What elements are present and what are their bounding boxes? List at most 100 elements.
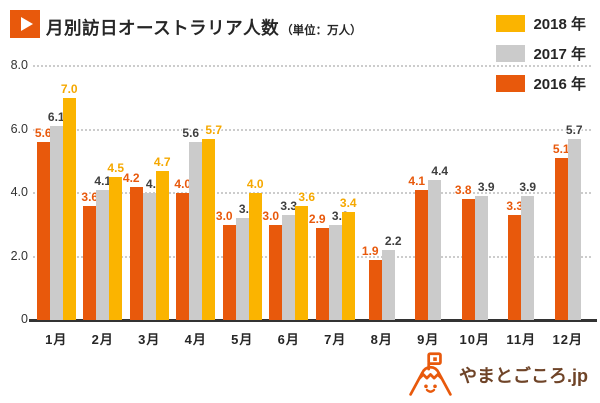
x-axis-tick-6月: 6月 — [277, 332, 300, 347]
bar-chart-plot-area: 5.6 6.1 7.0 3.6 4.1 4.5 4.2 4.0 4.7 4.0 5.6 5.7 3.0 3… — [29, 65, 597, 322]
bar-2016年-8月 — [368, 259, 382, 320]
value-label-2016年-5月: 3.0 — [215, 208, 233, 223]
value-label-2016年-10月: 3.8 — [454, 183, 472, 198]
value-label-2016年-11月: 3.3 — [506, 199, 524, 214]
play-icon — [10, 10, 40, 38]
bar-2016年-2月 — [83, 205, 97, 320]
value-label-2017年-10月: 3.9 — [477, 180, 495, 195]
y-axis-tick-8.0: 8.0 — [10, 58, 28, 72]
legend-label: 2016 年 — [533, 75, 586, 93]
bar-2017年-5月 — [235, 218, 249, 320]
bar-2018年-6月 — [295, 205, 309, 320]
legend-swatch — [496, 44, 526, 62]
bar-2016年-4月 — [176, 193, 190, 320]
bar-2017年-10月 — [474, 196, 488, 320]
x-axis-tick-8月: 8月 — [370, 332, 393, 347]
bar-2016年-5月 — [222, 224, 236, 320]
value-label-2016年-6月: 3.0 — [262, 208, 280, 223]
chart-title: 月別訪日オーストラリア人数 — [46, 18, 280, 38]
y-axis-tick-2.0: 2.0 — [10, 248, 28, 263]
legend-item-2016年: 2016 年 — [496, 74, 586, 93]
value-label-2018年-3月: 4.7 — [153, 154, 171, 169]
gridline-4.0 — [33, 192, 591, 194]
x-axis-tick-10月: 10月 — [459, 332, 490, 347]
legend-label: 2018 年 — [533, 15, 586, 33]
bar-2017年-8月 — [381, 250, 395, 320]
value-label-2018年-1月: 7.0 — [60, 81, 78, 96]
gridline-6.0 — [33, 128, 591, 131]
value-label-2018年-5月: 4.0 — [246, 177, 264, 191]
value-label-2018年-7月: 3.4 — [339, 196, 357, 211]
fuji-mascot-icon — [409, 352, 452, 396]
play-triangle — [20, 17, 33, 31]
bar-2017年-6月 — [282, 215, 296, 320]
bar-2018年-5月 — [248, 193, 262, 320]
y-axis-tick-6.0: 6.0 — [10, 121, 28, 136]
x-axis-tick-1月: 1月 — [45, 332, 68, 347]
bar-2016年-3月 — [129, 186, 143, 320]
value-label-2016年-8月: 1.9 — [361, 243, 379, 258]
x-axis-tick-4月: 4月 — [184, 332, 207, 347]
x-axis-tick-7月: 7月 — [324, 332, 347, 347]
logo: やまとごころ.jp — [407, 351, 588, 398]
chart-unit: （単位：万人） — [281, 25, 362, 37]
value-label-2016年-2月: 3.6 — [81, 189, 99, 204]
value-label-2017年-6月: 3.3 — [280, 199, 298, 214]
bar-2018年-1月 — [62, 97, 76, 320]
bar-2016年-9月 — [415, 189, 429, 320]
value-label-2017年-2月: 4.1 — [94, 173, 112, 188]
bar-2017年-7月 — [328, 224, 342, 320]
value-label-2017年-9月: 4.4 — [431, 164, 449, 179]
legend-swatch — [496, 14, 526, 32]
bar-2018年-3月 — [155, 170, 169, 320]
value-label-2016年-3月: 4.2 — [122, 170, 140, 185]
page-title: 月別訪日オーストラリア人数 （単位：万人） — [46, 15, 362, 40]
bar-2018年-7月 — [341, 212, 355, 320]
value-label-2016年-9月: 4.1 — [408, 173, 426, 188]
legend-item-2017年: 2017 年 — [496, 44, 586, 63]
value-label-2018年-4月: 5.7 — [205, 123, 223, 138]
y-axis-tick-0: 0 — [21, 312, 28, 326]
legend-item-2018年: 2018 年 — [496, 14, 586, 33]
logo-text: やまとごころ.jp — [459, 365, 588, 386]
legend: 2018 年 2017 年 2016 年 — [496, 14, 586, 104]
value-label-2017年-1月: 6.1 — [47, 110, 65, 125]
value-label-2016年-12月: 5.1 — [552, 142, 570, 157]
x-axis-tick-5月: 5月 — [231, 332, 254, 347]
value-label-2017年-12月: 5.7 — [565, 123, 583, 138]
bar-2016年-12月 — [554, 158, 568, 320]
bar-2017年-12月 — [567, 139, 581, 320]
bar-2016年-7月 — [315, 227, 329, 320]
bar-2017年-3月 — [142, 193, 156, 320]
bar-2017年-1月 — [49, 126, 63, 320]
bar-2016年-6月 — [269, 224, 283, 320]
value-label-2018年-2月: 4.5 — [107, 161, 125, 176]
bar-2016年-10月 — [461, 199, 475, 320]
legend-swatch — [496, 74, 526, 92]
bar-2017年-4月 — [189, 142, 203, 320]
legend-label: 2017 年 — [533, 45, 586, 63]
y-axis-tick-4.0: 4.0 — [10, 185, 28, 199]
gridline-2.0 — [33, 255, 591, 258]
value-label-2017年-8月: 2.2 — [384, 234, 402, 249]
value-label-2016年-1月: 5.6 — [34, 126, 52, 141]
gridline-8.0 — [33, 65, 591, 67]
value-label-2017年-4月: 5.6 — [182, 126, 200, 141]
x-axis-tick-2月: 2月 — [91, 332, 114, 347]
bar-2016年-1月 — [36, 142, 50, 320]
bar-2017年-9月 — [428, 180, 442, 320]
x-axis-tick-11月: 11月 — [506, 332, 537, 347]
bar-2016年-11月 — [508, 215, 522, 320]
x-axis-tick-3月: 3月 — [138, 332, 161, 347]
x-axis-tick-9月: 9月 — [417, 332, 440, 347]
x-axis-line — [29, 319, 597, 322]
value-label-2017年-11月: 3.9 — [519, 180, 537, 195]
bar-2017年-2月 — [96, 189, 110, 320]
x-axis-tick-12月: 12月 — [552, 332, 583, 347]
value-label-2016年-7月: 2.9 — [308, 211, 326, 226]
bar-2018年-4月 — [202, 139, 216, 320]
value-label-2016年-4月: 4.0 — [174, 177, 192, 191]
bar-2017年-11月 — [521, 196, 535, 320]
bar-2018年-2月 — [109, 177, 123, 320]
